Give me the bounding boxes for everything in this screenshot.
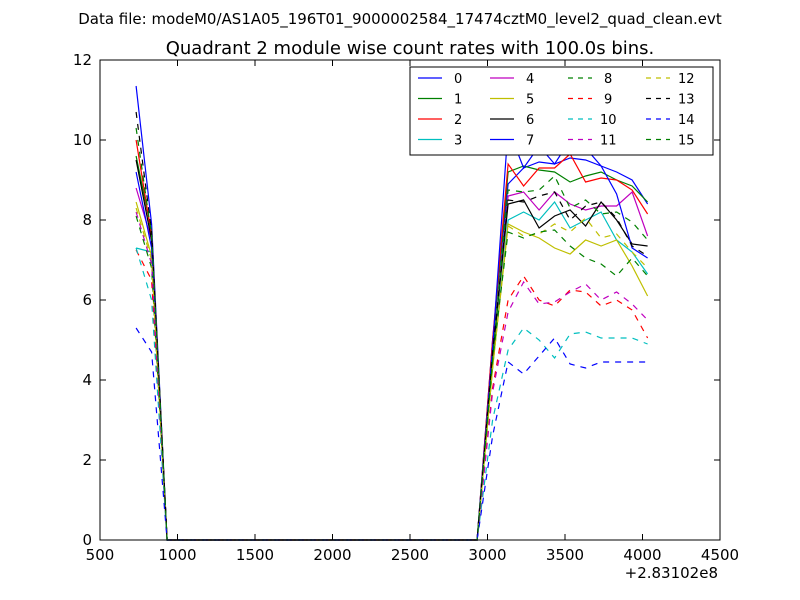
series-line-13: [135, 111, 648, 541]
legend-entry-3: 3: [418, 134, 462, 149]
legend-label: 12: [678, 72, 695, 87]
x-tick-label: 3000: [468, 546, 506, 564]
series-line-1: [135, 155, 649, 541]
legend-label: 8: [604, 72, 612, 87]
y-tick-label: 6: [82, 291, 92, 309]
y-tick-label: 8: [82, 211, 92, 229]
legend-label: 7: [526, 134, 534, 149]
series-line-5: [135, 201, 649, 541]
x-tick-label: 1500: [236, 546, 274, 564]
legend-entry-4: 4: [490, 72, 534, 87]
legend-entry-7: 7: [490, 134, 534, 149]
x-tick-label: 4000: [623, 546, 661, 564]
legend-label: 1: [454, 93, 462, 108]
legend-entry-1: 1: [418, 93, 462, 108]
series-line-15: [135, 127, 649, 541]
series-line-8: [135, 175, 649, 541]
legend-label: 10: [600, 113, 617, 128]
legend-label: 2: [454, 113, 462, 128]
series-line-6: [135, 159, 648, 541]
y-tick-label: 12: [73, 51, 92, 69]
series-line-10: [135, 247, 648, 541]
legend-entry-11: 11: [568, 134, 617, 149]
series-line-9: [135, 249, 649, 541]
legend-label: 13: [678, 93, 695, 108]
legend-entry-14: 14: [646, 113, 695, 128]
legend-label: 6: [526, 113, 534, 128]
x-tick-label: 2500: [391, 546, 429, 564]
x-tick-label: 500: [86, 546, 115, 564]
figure-suptitle: Data file: modeM0/AS1A05_196T01_90000025…: [78, 10, 722, 29]
x-tick-label: 2000: [313, 546, 351, 564]
y-tick-label: 0: [82, 531, 92, 549]
legend-entry-8: 8: [568, 72, 612, 87]
legend-entry-0: 0: [418, 72, 462, 87]
legend-label: 14: [678, 113, 695, 128]
legend-entry-12: 12: [646, 72, 695, 87]
axis-ticks: 500 1000 1500 2000 2500 3000 3500 4000 4500 0 2 4 6 8…: [73, 51, 739, 564]
legend-label: 0: [454, 72, 462, 87]
legend-entry-2: 2: [418, 113, 462, 128]
legend-entry-9: 9: [568, 93, 612, 108]
series-line-11: [135, 211, 649, 541]
legend-entry-5: 5: [490, 93, 534, 108]
legend-frame: [409, 66, 714, 156]
series-line-12: [135, 207, 649, 541]
y-tick-label: 4: [82, 371, 92, 389]
x-tick-label: 4500: [701, 546, 739, 564]
legend-label: 5: [526, 93, 534, 108]
legend-label: 15: [678, 134, 695, 149]
y-tick-label: 10: [73, 131, 92, 149]
legend-label: 3: [454, 134, 462, 149]
legend-label: 11: [600, 134, 617, 149]
x-tick-label: 3500: [546, 546, 584, 564]
x-tick-label: 1000: [158, 546, 196, 564]
legend-label: 4: [526, 72, 534, 87]
legend-entry-13: 13: [646, 93, 695, 108]
legend-entry-10: 10: [568, 113, 617, 128]
y-tick-label: 2: [82, 451, 92, 469]
legend-entry-6: 6: [490, 113, 534, 128]
x-offset-label: +2.83102e8: [625, 564, 718, 582]
chart-title: Quadrant 2 module wise count rates with …: [166, 38, 655, 59]
legend-entry-15: 15: [646, 134, 695, 149]
legend-label: 9: [604, 93, 612, 108]
series-line-7: [135, 127, 648, 541]
series-line-14: [135, 327, 648, 541]
series-line-2: [135, 139, 649, 541]
